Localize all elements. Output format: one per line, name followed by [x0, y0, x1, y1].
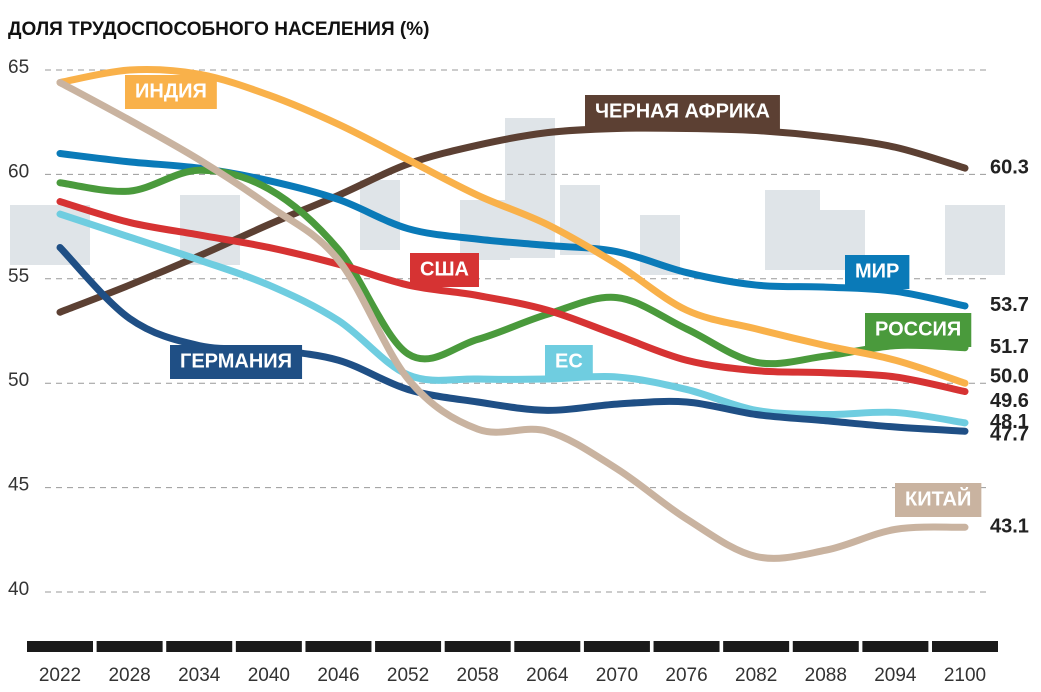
series-label: США	[420, 258, 469, 280]
y-tick-label: 60	[8, 161, 29, 182]
x-tick-label: 2052	[387, 665, 429, 686]
end-value-label: 48.1	[990, 411, 1029, 433]
series-line	[56, 210, 969, 427]
y-tick-label: 55	[8, 266, 29, 287]
end-value-label: 53.7	[990, 294, 1029, 316]
series-line	[56, 79, 969, 562]
series-label-box	[410, 253, 479, 287]
x-tick-bar	[27, 641, 93, 652]
series-label-box	[585, 95, 780, 129]
x-tick-bar	[653, 641, 720, 652]
x-tick-label: 2064	[526, 665, 569, 686]
y-tick-label: 45	[8, 475, 29, 496]
x-tick-bar	[583, 641, 650, 652]
series-label: ИНДИЯ	[135, 80, 207, 102]
series-label-box	[845, 255, 910, 289]
y-tick-label: 65	[8, 57, 29, 78]
series-label-box	[125, 75, 217, 109]
x-tick-bar	[305, 641, 372, 652]
x-tick-label: 2070	[596, 665, 638, 686]
x-tick-label: 2046	[317, 665, 359, 686]
end-value-label: 51.7	[990, 336, 1029, 358]
series-line	[56, 243, 969, 435]
series-label: ГЕРМАНИЯ	[180, 350, 292, 372]
skyline-background	[10, 118, 1005, 275]
end-value-label: 49.6	[990, 390, 1029, 412]
y-tick-label: 40	[8, 579, 29, 600]
x-tick-label: 2028	[108, 665, 150, 686]
series-label: РОССИЯ	[875, 318, 961, 340]
x-tick-label: 2058	[457, 665, 499, 686]
series-line	[56, 124, 969, 316]
end-value-label: 60.3	[990, 156, 1029, 178]
x-tick-label: 2034	[178, 665, 221, 686]
x-tick-bar	[375, 641, 442, 652]
series-label: ЕС	[555, 350, 583, 372]
x-tick-bar	[514, 641, 581, 652]
x-tick-bar	[444, 641, 511, 652]
chart-title: ДОЛЯ ТРУДОСПОСОБНОГО НАСЕЛЕНИЯ (%)	[8, 19, 429, 40]
x-tick-label: 2100	[944, 665, 986, 686]
x-tick-bar	[166, 641, 233, 652]
series-label-box	[545, 345, 593, 379]
x-tick-label: 2022	[39, 665, 81, 686]
x-tick-bar	[723, 641, 790, 652]
end-value-label: 50.0	[990, 365, 1029, 387]
x-tick-label: 2040	[248, 665, 290, 686]
end-value-label: 43.1	[990, 516, 1029, 538]
x-tick-bar	[96, 641, 163, 652]
series-line	[56, 198, 969, 396]
x-tick-bar	[792, 641, 859, 652]
x-tick-bar	[862, 641, 929, 652]
x-tick-label: 2082	[735, 665, 777, 686]
x-tick-label: 2094	[874, 665, 917, 686]
x-tick-label: 2088	[805, 665, 847, 686]
series-label: МИР	[855, 260, 899, 282]
series-label-box	[895, 483, 982, 517]
series-label-box	[170, 345, 303, 379]
end-value-label: 47.7	[990, 424, 1029, 446]
x-tick-bar	[235, 641, 302, 652]
series-label-box	[865, 313, 972, 347]
x-tick-bar	[932, 641, 998, 652]
x-tick-label: 2076	[665, 665, 707, 686]
y-tick-label: 50	[8, 370, 29, 391]
series-label: КИТАЙ	[905, 486, 971, 510]
series-label: ЧЕРНАЯ АФРИКА	[595, 100, 770, 122]
